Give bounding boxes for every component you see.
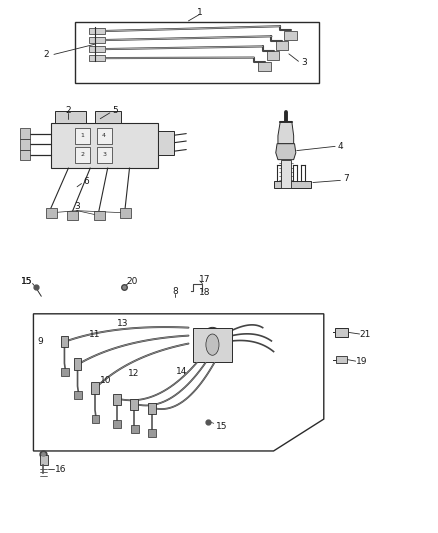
- Text: 5: 5: [112, 106, 118, 115]
- Bar: [89, 55, 106, 61]
- Text: 1: 1: [81, 133, 84, 138]
- Text: 17: 17: [199, 274, 211, 284]
- Polygon shape: [278, 123, 293, 144]
- Bar: [51, 123, 158, 168]
- Bar: [276, 41, 288, 50]
- Bar: [46, 208, 57, 217]
- Bar: [336, 356, 347, 364]
- Text: 1: 1: [197, 8, 202, 17]
- Bar: [40, 455, 48, 465]
- Bar: [75, 22, 319, 83]
- Bar: [75, 147, 90, 163]
- Bar: [89, 46, 106, 52]
- Text: 2: 2: [80, 152, 85, 157]
- Bar: [55, 111, 86, 123]
- Bar: [74, 391, 82, 399]
- Bar: [60, 336, 68, 348]
- Bar: [120, 208, 131, 217]
- Bar: [113, 419, 121, 427]
- Bar: [89, 28, 106, 34]
- Bar: [91, 382, 99, 394]
- Text: 3: 3: [74, 203, 80, 212]
- Text: 6: 6: [83, 177, 89, 186]
- Bar: [20, 128, 30, 139]
- Bar: [148, 429, 156, 437]
- Bar: [267, 51, 279, 60]
- Text: 19: 19: [356, 357, 367, 366]
- Polygon shape: [33, 314, 324, 451]
- Bar: [89, 37, 106, 43]
- Text: 15: 15: [215, 422, 227, 431]
- Bar: [94, 211, 105, 220]
- Bar: [274, 181, 311, 188]
- Text: 9: 9: [37, 337, 43, 346]
- Text: 7: 7: [343, 174, 349, 183]
- Bar: [67, 211, 78, 220]
- Bar: [61, 368, 69, 376]
- Text: 3: 3: [102, 152, 106, 157]
- Ellipse shape: [201, 327, 224, 362]
- Bar: [158, 131, 174, 155]
- Bar: [131, 425, 139, 433]
- Text: 13: 13: [117, 319, 129, 328]
- Text: 10: 10: [100, 376, 111, 385]
- Bar: [285, 31, 297, 39]
- Bar: [281, 160, 291, 188]
- Text: 12: 12: [128, 369, 140, 378]
- Bar: [97, 128, 112, 144]
- Bar: [113, 394, 121, 405]
- Text: 14: 14: [176, 367, 187, 376]
- Text: 15: 15: [21, 277, 33, 286]
- Bar: [20, 139, 30, 150]
- Text: 16: 16: [55, 465, 67, 474]
- Text: 2: 2: [44, 50, 49, 59]
- Bar: [92, 415, 99, 423]
- Bar: [95, 111, 121, 123]
- Text: 11: 11: [89, 329, 100, 338]
- Bar: [74, 359, 81, 370]
- Text: 2: 2: [66, 106, 71, 115]
- Text: 21: 21: [360, 329, 371, 338]
- Text: 8: 8: [173, 287, 178, 296]
- Text: 3: 3: [301, 59, 307, 67]
- Bar: [258, 62, 271, 71]
- Bar: [131, 399, 138, 410]
- Bar: [20, 150, 30, 160]
- Text: 4: 4: [338, 142, 343, 151]
- Bar: [97, 147, 112, 163]
- Bar: [335, 328, 348, 337]
- Bar: [148, 403, 155, 414]
- Ellipse shape: [206, 334, 219, 356]
- Text: 20: 20: [126, 277, 138, 286]
- Bar: [193, 328, 232, 362]
- Bar: [75, 128, 90, 144]
- Text: 18: 18: [199, 288, 210, 297]
- Text: 15: 15: [21, 277, 33, 286]
- Text: 4: 4: [102, 133, 106, 138]
- Polygon shape: [276, 144, 296, 160]
